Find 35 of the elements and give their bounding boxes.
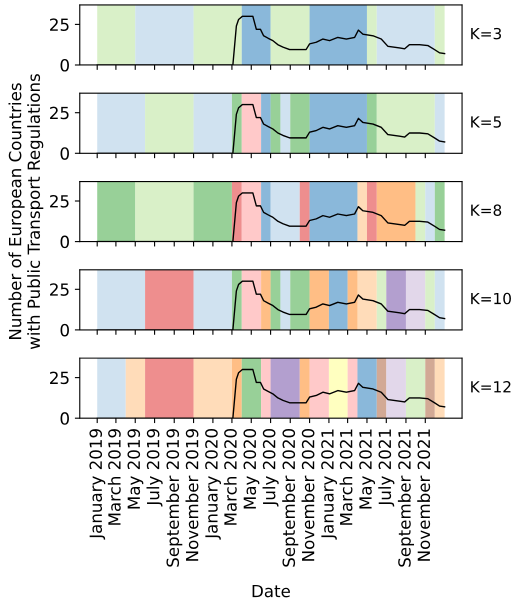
x-tick-label: July 2020 xyxy=(262,429,279,506)
y-tick-label: 0 xyxy=(60,58,69,72)
x-tick-label: January 2019 xyxy=(89,429,106,540)
y-tick-label: 0 xyxy=(60,324,69,336)
text: K=10 xyxy=(471,292,511,304)
x-tick-label: November 2019 xyxy=(186,429,198,561)
x-tick-label: November 2021 xyxy=(417,429,430,561)
x-tick-label: May 2020 xyxy=(243,429,260,508)
text: K=8 xyxy=(471,204,502,216)
x-tick-label: September 2021 xyxy=(398,429,414,567)
text: K=12 xyxy=(471,381,510,392)
x-tick-label: January 2021 xyxy=(321,429,337,540)
y-tick-label: 25 xyxy=(50,106,69,120)
y-axis-title: Number of European Countries with Public Transport Regulations xyxy=(8,74,44,350)
y-tick-label: 0 xyxy=(60,147,69,160)
y-tick-label: 25 xyxy=(50,283,69,296)
x-tick-label: March 2021 xyxy=(340,429,352,525)
text: K=5 xyxy=(471,116,501,128)
x-tick-label: January 2020 xyxy=(205,429,221,540)
x-tick-label: July 2019 xyxy=(146,429,163,506)
x-tick-label: September 2019 xyxy=(166,429,182,567)
x-tick-label: May 2021 xyxy=(359,429,376,508)
x-tick-label: July 2021 xyxy=(378,429,394,506)
y-tick-label: 25 xyxy=(50,18,69,31)
x-tick-label: September 2020 xyxy=(282,429,298,567)
x-axis-title: Date xyxy=(252,584,290,598)
y-tick-label: 0 xyxy=(60,412,69,425)
y-tick-label: 0 xyxy=(60,236,69,248)
x-tick-label: November 2020 xyxy=(302,429,314,561)
text: K=3 xyxy=(471,28,502,40)
y-tick-label: 25 xyxy=(50,372,69,384)
x-tick-label: March 2019 xyxy=(108,429,121,525)
y-tick-label: 25 xyxy=(50,194,69,208)
x-tick-label: March 2020 xyxy=(224,429,237,525)
x-tick-label: May 2019 xyxy=(127,429,144,508)
